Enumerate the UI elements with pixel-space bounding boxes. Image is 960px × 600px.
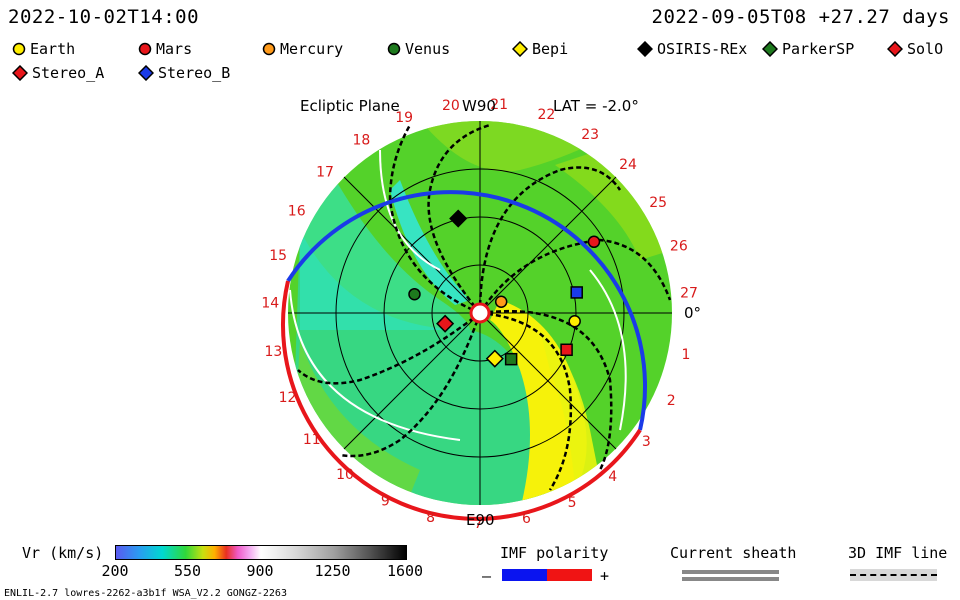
legend-label: Mercury	[280, 40, 344, 58]
carrington-tick-label: 25	[649, 195, 667, 211]
legend-item-mercury: Mercury	[262, 40, 343, 58]
w90-label: W90	[462, 97, 496, 115]
carrington-tick-label: 21	[490, 97, 508, 113]
diamond-marker-icon	[637, 41, 653, 57]
carrington-tick-label: 20	[442, 98, 460, 114]
colorbar-tick-label: 550	[173, 562, 202, 580]
carrington-tick-label: 11	[303, 432, 321, 448]
diamond-marker-icon	[762, 41, 778, 57]
legend-item-bepi: Bepi	[512, 40, 568, 58]
colorbar-tick-label: 1250	[314, 562, 351, 580]
legend-item-stereo-a: Stereo_A	[12, 64, 104, 82]
legend-label: SolO	[907, 40, 944, 58]
marker-venus	[408, 287, 421, 301]
imf-plus-label: +	[600, 567, 610, 585]
carrington-tick-label: 12	[279, 390, 297, 406]
legend-item-stereo-b: Stereo_B	[138, 64, 230, 82]
marker-earth	[568, 315, 581, 328]
imf-3d-title: 3D IMF line	[848, 544, 948, 562]
circle-marker-icon	[387, 42, 401, 56]
carrington-tick-label: 6	[522, 511, 531, 527]
colorbar-tick-label: 900	[246, 562, 274, 580]
marker-mars	[587, 235, 601, 249]
imf-minus-label: –	[482, 567, 492, 585]
current-sheath-title: Current sheath	[670, 544, 797, 562]
legend-label: Earth	[30, 40, 76, 58]
carrington-tick-label: 2	[667, 393, 676, 409]
carrington-tick-label: 24	[619, 157, 637, 173]
colorbar-tick-label: 1600	[386, 562, 424, 580]
imf-positive-swatch	[547, 569, 592, 581]
marker-osiris-rex	[449, 209, 468, 228]
carrington-tick-label: 10	[336, 467, 354, 483]
carrington-tick-label: 17	[316, 164, 334, 180]
colorbar-tick-label: 200	[101, 562, 129, 580]
lat-label: LAT = -2.0°	[553, 97, 639, 115]
carrington-tick-label: 18	[353, 133, 371, 149]
carrington-tick-label: 26	[670, 238, 688, 254]
diamond-marker-icon	[512, 41, 528, 57]
carrington-tick-label: 13	[265, 344, 283, 360]
plot-title: Ecliptic Plane	[300, 97, 400, 115]
legend-item-parkersp: ParkerSP	[762, 40, 854, 58]
imf-3d-swatch	[850, 569, 937, 581]
legend-label: ParkerSP	[782, 40, 855, 58]
colorbar-label: Vr (km/s)	[22, 544, 104, 562]
diamond-marker-icon	[12, 65, 28, 81]
carrington-tick-label: 3	[642, 434, 651, 450]
legend-label: Venus	[405, 40, 451, 58]
body-markers	[408, 209, 601, 368]
marker-mercury	[494, 295, 508, 308]
left-timestamp: 2022-10-02T14:00	[8, 6, 200, 28]
carrington-tick-label: 23	[581, 127, 599, 143]
marker-solo	[436, 314, 455, 333]
carrington-tick-label: 9	[381, 493, 390, 509]
carrington-tick-label: 15	[269, 248, 287, 264]
marker-stereo-a	[560, 343, 573, 357]
carrington-tick-label: 5	[568, 495, 577, 511]
marker-stereo-b	[570, 286, 583, 299]
carrington-tick-label: 4	[608, 469, 617, 485]
e90-label: E90	[466, 511, 495, 529]
circle-marker-icon	[262, 42, 276, 56]
carrington-tick-label: 8	[426, 510, 435, 526]
marker-parkersp	[504, 352, 518, 366]
model-info: ENLIL-2.7 lowres-2262-a3b1f WSA_V2.2 GON…	[4, 588, 287, 599]
current-sheath-lines	[289, 149, 627, 441]
carrington-tick-label: 14	[261, 296, 279, 312]
carrington-tick-label: 22	[537, 107, 555, 123]
current-sheath-line-2	[682, 577, 779, 581]
diamond-marker-icon	[887, 41, 903, 57]
carrington-tick-label: 16	[288, 203, 306, 219]
carrington-tick-label: 19	[395, 110, 413, 126]
zero-degree-label: 0°	[684, 304, 701, 322]
legend-item-solo: SolO	[887, 40, 943, 58]
outer-ring-negative	[280, 280, 642, 521]
legend-item-mars: Mars	[138, 40, 192, 58]
speed-colorbar	[115, 545, 407, 560]
legend-item-venus: Venus	[387, 40, 450, 58]
legend-item-earth: Earth	[12, 40, 75, 58]
right-timestamp: 2022-09-05T08 +27.27 days	[651, 6, 950, 28]
imf-polarity-title: IMF polarity	[500, 544, 609, 562]
legend-item-osiris-rex: OSIRIS-REx	[637, 40, 747, 58]
marker-bepi	[485, 349, 504, 368]
legend-label: OSIRIS-REx	[657, 40, 748, 58]
carrington-tick-label: 27	[680, 286, 698, 302]
legend-label: Stereo_B	[158, 64, 231, 82]
carrington-tick-label: 7	[474, 516, 483, 532]
current-sheath-line-1	[682, 570, 779, 574]
legend-label: Mars	[156, 40, 193, 58]
diamond-marker-icon	[138, 65, 154, 81]
circle-marker-icon	[12, 42, 26, 56]
legend-label: Bepi	[532, 40, 569, 58]
outer-ring-positive	[286, 190, 648, 431]
carrington-tick-label: 1	[682, 347, 691, 363]
imf-negative-swatch	[502, 569, 547, 581]
legend-label: Stereo_A	[32, 64, 105, 82]
sun-icon	[469, 302, 491, 324]
circle-marker-icon	[138, 42, 152, 56]
